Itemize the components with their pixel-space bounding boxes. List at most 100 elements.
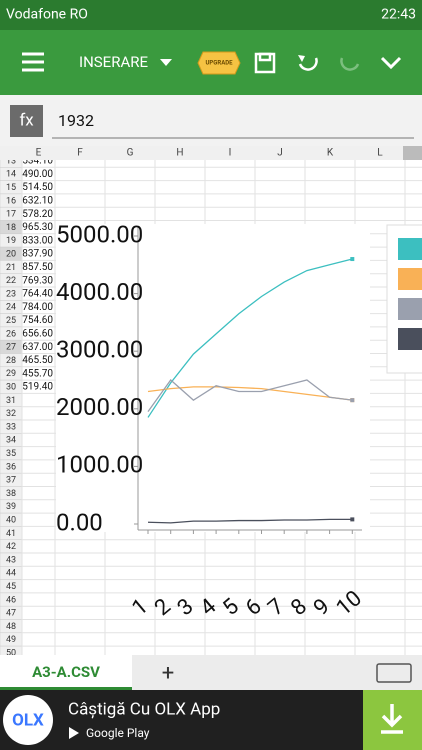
row-number: 13 [6,156,16,166]
cell: 519.40 [22,382,53,393]
column-header: E [36,148,42,159]
x-tick-label: 10 [332,586,367,621]
cell: 784.00 [22,302,53,313]
cell: 455.70 [22,368,53,379]
row-number: 33 [6,422,16,432]
y-tick-label: 0.00 [56,508,103,536]
row-number: 40 [6,515,16,525]
cell: 965.30 [22,222,53,233]
x-tick-label: 3 [173,594,199,621]
fx-label: fx [19,110,34,130]
cell: 857.50 [22,262,53,273]
column-header-bar [0,146,422,160]
row-number: 21 [6,263,16,273]
row-number: 29 [6,369,16,379]
upgrade-label: UPGRADE [205,60,233,67]
row-number: 45 [6,582,16,592]
add-sheet[interactable]: + [162,661,174,686]
column-header: I [229,148,232,159]
row-number: 38 [6,489,16,499]
cell: 833.00 [22,235,53,246]
clock: 22:43 [381,7,416,23]
keyboard-icon[interactable] [376,663,412,683]
row-number: 46 [6,595,16,605]
play-icon [69,727,79,739]
row-number: 36 [6,462,16,472]
x-tick-label: 9 [309,594,335,621]
row-number: 24 [6,303,16,313]
carrier: Vodafone RO [6,7,88,23]
legend-swatch [398,268,422,290]
row-number: 41 [6,529,16,539]
insert-menu[interactable]: INSERARE [79,53,148,71]
dropdown-arrow [160,59,172,66]
legend-swatch [398,328,422,350]
row-number: 15 [6,183,16,193]
formula-value[interactable]: 1932 [58,111,94,130]
column-header: K [327,148,334,159]
row-number: 37 [6,476,16,486]
tab-underline [0,687,132,690]
x-tick-label: 7 [264,594,290,621]
row-number: 35 [6,449,16,459]
save-icon[interactable] [254,52,276,74]
download-icon [381,704,403,734]
cell: 514.50 [22,182,53,193]
x-tick-label: 2 [150,594,176,621]
ad-store: Google Play [86,726,150,740]
active-tab[interactable] [0,655,132,690]
collapse-icon[interactable] [380,56,402,70]
x-tick-label: 8 [286,594,312,621]
row-number: 23 [6,289,16,299]
row-number: 18 [6,223,16,233]
y-tick-label: 1000.00 [56,451,143,479]
row-number: 42 [6,542,16,552]
sheet-tab: A3-A.CSV [32,663,100,681]
row-number: 27 [6,343,16,353]
sheet: 1314151617181920212223242526272829303132… [0,146,422,660]
cell: 764.40 [22,289,53,300]
row-number: 49 [6,635,16,645]
fx-button[interactable] [10,105,43,137]
olx-logo [3,695,53,745]
corner-cell [403,146,422,160]
x-tick-label: 6 [241,594,267,621]
column-header: F [77,148,83,159]
row-number: 44 [6,569,16,579]
x-tick-label: 1 [128,594,154,621]
undo-icon[interactable] [298,57,318,71]
row-number: 19 [6,236,16,246]
row-number: 30 [6,382,16,392]
y-tick-label: 3000.00 [56,336,143,364]
row-number: 16 [6,196,16,206]
redo-icon[interactable] [340,57,360,71]
legend-swatch [398,238,422,260]
row-number: 26 [6,329,16,339]
row-number: 25 [6,316,16,326]
row-number: 22 [6,276,16,286]
row-number: 48 [6,622,16,632]
row-number: 17 [6,210,16,220]
cell: 769.30 [22,275,53,286]
chart-area [56,224,370,532]
series-line [147,258,353,418]
end-marker [350,398,355,403]
cell: 656.60 [22,329,53,340]
cell: 637.00 [22,342,53,353]
cell: 837.90 [22,249,53,260]
y-tick-label: 4000.00 [56,278,143,306]
cell: 465.50 [22,355,53,366]
row-number: 39 [6,502,16,512]
x-tick-label: 4 [196,594,222,621]
olx-mark: OLX [12,710,44,730]
upgrade-badge[interactable] [197,51,241,75]
ad-banner[interactable] [0,690,422,750]
x-tick-label: 5 [218,594,244,621]
end-marker [350,517,355,522]
series-line [147,386,353,401]
ad-title: Câștigă Cu OLX App [68,699,220,719]
cell: 754.60 [22,315,53,326]
menu-icon[interactable] [22,52,44,72]
cell: 490.00 [22,169,53,180]
